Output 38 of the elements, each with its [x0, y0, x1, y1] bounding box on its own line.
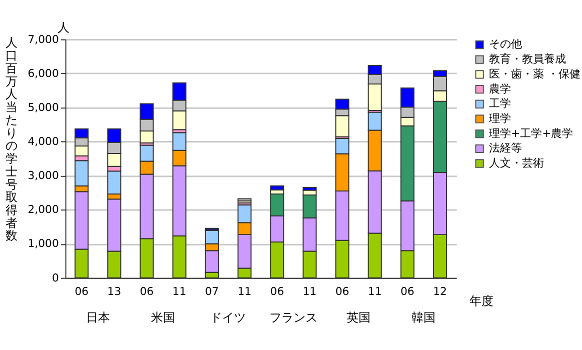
text: フランス	[269, 310, 318, 324]
x-axis-title: 年度	[470, 294, 494, 308]
legend-label: 農学	[488, 82, 511, 96]
text: ドイツ	[210, 310, 246, 324]
legend-label: 法経等	[488, 142, 522, 155]
y-tick-label: 0	[52, 271, 59, 284]
legend-label: 教育・教員養成	[488, 52, 566, 66]
y-tick-label: 3,000	[28, 169, 59, 182]
legend-label: 人文・芸術	[488, 156, 544, 170]
text: 韓国	[412, 310, 436, 324]
y-tick-label: 5,000	[28, 100, 59, 114]
text: 人	[57, 20, 70, 34]
y-tick-label: 4,000	[28, 134, 59, 148]
y-tick-label: 7,000	[28, 32, 59, 46]
legend-label: 理学+工学+農学	[488, 126, 574, 140]
x-tick-label: 11	[368, 285, 382, 298]
x-tick-label: 13	[107, 285, 122, 298]
y-tick-label: 1,000	[28, 237, 59, 250]
x-tick-label: 06	[270, 285, 284, 298]
legend-label: その他	[488, 38, 522, 51]
y-tick-label: 6,000	[28, 66, 59, 80]
text: 米国	[151, 310, 176, 324]
x-tick-label: 06	[140, 285, 154, 298]
x-tick-label: 06	[400, 285, 414, 298]
text: 人口百万人当たりの学士号取得者数	[5, 36, 18, 243]
legend-label: 工学	[488, 97, 511, 110]
x-tick-label: 06	[335, 285, 350, 298]
x-tick-label: 11	[302, 285, 317, 298]
text: 英国	[346, 310, 371, 324]
x-tick-label: 06	[74, 285, 89, 298]
legend-label: 医・歯・薬 ・保健	[488, 67, 580, 80]
x-tick-label: 11	[172, 285, 186, 298]
legend-label: 理学	[488, 112, 511, 125]
x-tick-label: 07	[205, 285, 219, 298]
y-tick-label: 2,000	[28, 203, 59, 216]
x-tick-label: 12	[433, 285, 447, 298]
text: 日本	[86, 310, 110, 324]
x-tick-label: 11	[238, 285, 252, 298]
